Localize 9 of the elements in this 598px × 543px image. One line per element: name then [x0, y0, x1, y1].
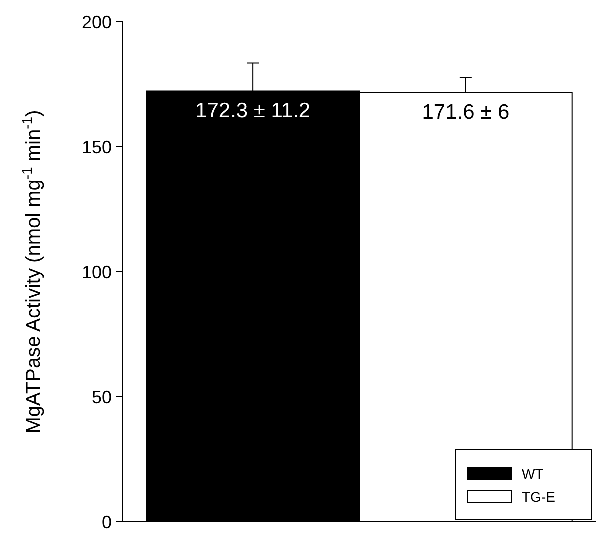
- y-tick-label: 0: [102, 512, 112, 532]
- y-tick-label: 100: [82, 262, 112, 282]
- data-label: 171.6 ± 6: [422, 101, 510, 124]
- legend-label: WT: [522, 466, 544, 482]
- data-label: 172.3 ± 11.2: [196, 99, 311, 122]
- legend-label: TG-E: [522, 488, 556, 505]
- y-tick-label: 200: [82, 12, 112, 32]
- y-tick-label: 150: [82, 137, 112, 158]
- y-tick-label: 50: [92, 387, 112, 408]
